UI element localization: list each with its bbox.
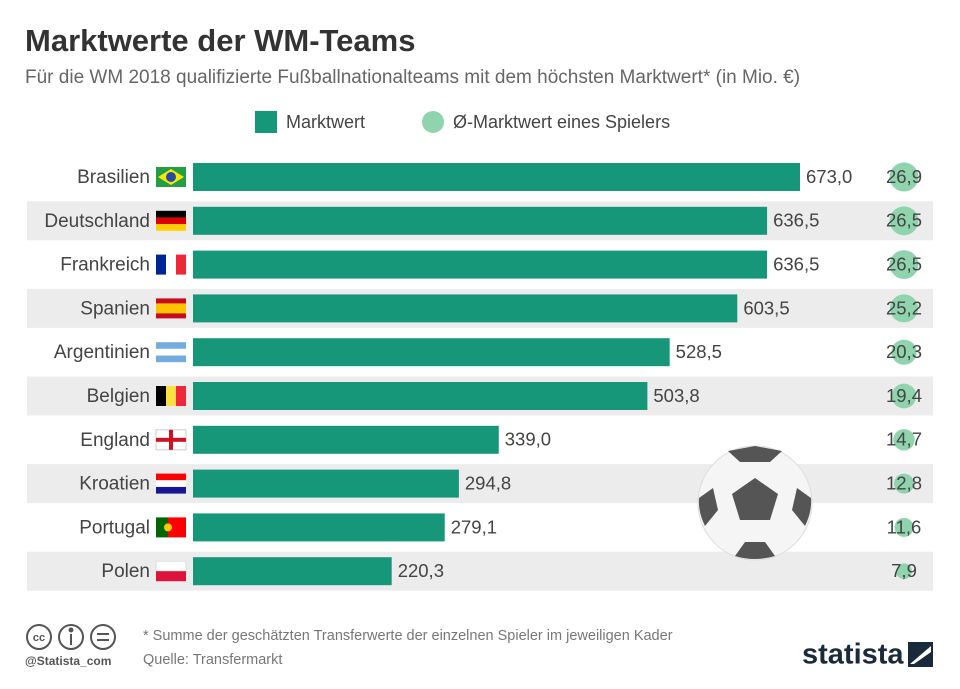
bar xyxy=(193,206,768,235)
bar xyxy=(193,513,445,542)
flag xyxy=(156,355,186,363)
value-label: 603,5 xyxy=(743,297,789,318)
bar xyxy=(193,557,392,586)
svg-text:cc: cc xyxy=(33,632,45,644)
flag xyxy=(166,254,176,275)
flag xyxy=(156,437,186,442)
bubble-label: 20,3 xyxy=(886,341,922,362)
cc-icons: cc xyxy=(26,624,116,650)
flag xyxy=(168,517,186,538)
bar xyxy=(193,250,768,279)
brand: statista xyxy=(802,639,904,671)
source: Quelle: Transfermarkt xyxy=(143,652,282,668)
category-label: England xyxy=(80,430,150,451)
flag xyxy=(156,298,186,319)
flag xyxy=(156,473,186,494)
bubble xyxy=(896,563,912,580)
value-label: 636,5 xyxy=(773,210,819,231)
legend-label: Marktwert xyxy=(286,112,365,132)
value-label: 528,5 xyxy=(676,341,722,362)
bubble-label: 7,9 xyxy=(891,560,917,581)
bubble-label: 26,5 xyxy=(886,253,922,274)
bubble xyxy=(889,294,919,323)
flag xyxy=(155,429,187,451)
value-label: 636,5 xyxy=(773,253,819,274)
flag xyxy=(156,571,186,582)
flag xyxy=(166,386,176,406)
category-label: Belgien xyxy=(87,386,150,407)
brand-icon xyxy=(908,642,933,667)
value-label: 339,0 xyxy=(505,429,551,450)
bubble-label: 14,7 xyxy=(886,429,922,450)
value-label: 503,8 xyxy=(653,385,699,406)
footnote: * Summe der geschätzten Transferwerte de… xyxy=(143,628,673,644)
category-label: Deutschland xyxy=(44,211,150,232)
flag xyxy=(155,560,187,572)
chart-title: Marktwerte der WM-Teams xyxy=(25,23,415,58)
category-label: Argentinien xyxy=(54,342,150,363)
legend-swatch xyxy=(422,111,444,133)
flag xyxy=(156,386,186,406)
category-label: Brasilien xyxy=(77,167,150,188)
flag xyxy=(156,210,186,231)
flag xyxy=(156,348,186,356)
flag xyxy=(166,172,176,182)
soccer-ball xyxy=(697,445,813,561)
bar xyxy=(193,382,648,410)
flag xyxy=(156,217,186,225)
category-label: Portugal xyxy=(79,517,150,538)
flag xyxy=(156,517,168,538)
bubble xyxy=(893,473,915,494)
value-label: 279,1 xyxy=(451,516,497,537)
bar xyxy=(193,163,800,191)
bubble xyxy=(893,429,915,451)
bubble-label: 19,4 xyxy=(886,385,922,406)
chart-subtitle: Für die WM 2018 qualifizierte Fußballnat… xyxy=(25,67,800,88)
flag xyxy=(156,386,166,406)
flag xyxy=(176,254,186,275)
flag xyxy=(156,342,186,349)
category-label: Frankreich xyxy=(60,255,150,276)
legend-swatch xyxy=(255,111,277,133)
flag xyxy=(164,523,172,532)
bubble-label: 11,6 xyxy=(887,516,922,537)
bubble-label: 25,2 xyxy=(886,297,922,318)
flag xyxy=(156,254,186,275)
bubble xyxy=(889,206,919,236)
flag xyxy=(155,560,187,582)
bar xyxy=(193,425,499,454)
flag xyxy=(156,224,186,231)
flag xyxy=(156,342,186,363)
value-label: 294,8 xyxy=(465,472,511,493)
bubble xyxy=(891,339,917,365)
rows: Brasilien 673,0 26,9 Deutschland 636,5 26,5 Fr… xyxy=(27,162,933,591)
flag xyxy=(156,486,186,494)
flag xyxy=(156,517,186,538)
value-label: 673,0 xyxy=(806,166,852,187)
flag xyxy=(156,210,186,218)
category-label: Spanien xyxy=(80,298,150,319)
bubble-label: 26,9 xyxy=(886,166,922,187)
flag xyxy=(156,254,166,275)
bubble-label: 26,5 xyxy=(886,210,922,231)
bar xyxy=(193,294,738,323)
category-label: Polen xyxy=(101,561,150,582)
bar xyxy=(193,338,670,367)
value-label: 220,3 xyxy=(398,560,444,581)
flag xyxy=(156,473,186,481)
flag xyxy=(176,386,186,406)
bubble xyxy=(894,517,914,537)
flag xyxy=(156,303,186,314)
bubble-label: 12,8 xyxy=(886,472,922,493)
legend-label: Ø-Marktwert eines Spielers xyxy=(453,112,670,132)
handle: @Statista_com xyxy=(25,654,111,668)
flag xyxy=(156,167,186,187)
bar xyxy=(193,469,459,498)
bubble xyxy=(889,162,919,192)
flag xyxy=(156,480,186,487)
bubble xyxy=(889,250,919,279)
category-label: Kroatien xyxy=(79,474,150,495)
bubble xyxy=(891,383,917,409)
